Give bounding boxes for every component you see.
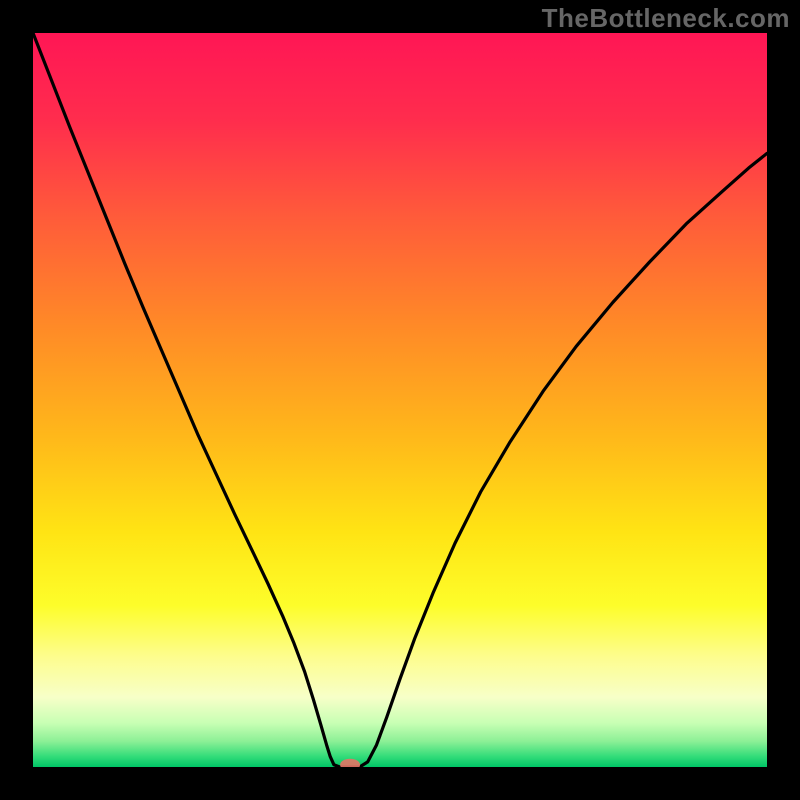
plot-area (33, 33, 767, 771)
chart-stage: TheBottleneck.com (0, 0, 800, 800)
background-gradient (33, 33, 767, 767)
watermark-text: TheBottleneck.com (542, 3, 790, 34)
bottleneck-curve-chart (0, 0, 800, 800)
